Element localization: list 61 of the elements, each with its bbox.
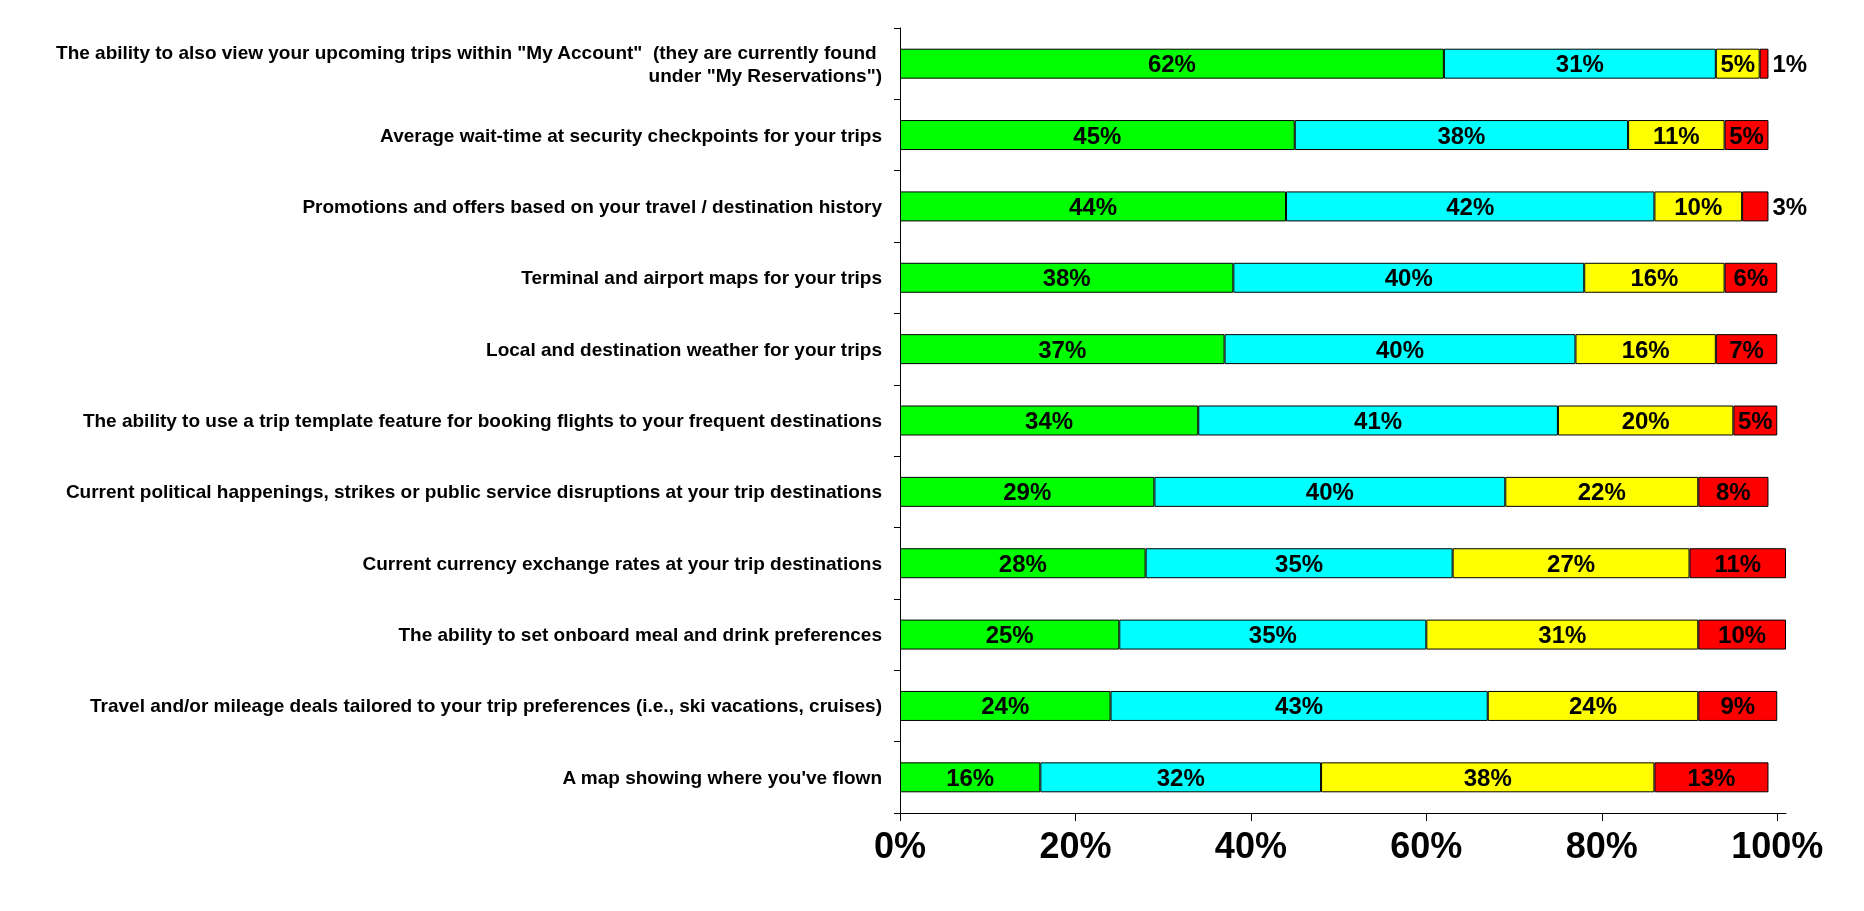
data-label: 24%	[1568, 692, 1618, 720]
y-tick-label: Travel and/or mileage deals tailored to your trip preferences (i.e., ski vacations, cruises)	[90, 695, 882, 717]
data-label: 27%	[1547, 549, 1596, 577]
y-tick-label: Average wait-time at security checkpoints for your trips	[380, 124, 882, 146]
data-label: 6%	[1733, 264, 1769, 292]
data-label: 13%	[1687, 763, 1736, 791]
data-label: 31%	[1555, 50, 1604, 78]
data-label: 43%	[1275, 692, 1324, 720]
data-label: 16%	[1621, 335, 1670, 363]
data-label: 5%	[1729, 121, 1764, 149]
data-label: 1%	[1772, 50, 1808, 78]
data-label: 7%	[1729, 335, 1764, 363]
data-label: 25%	[985, 621, 1034, 649]
data-label: 44%	[1068, 192, 1118, 220]
x-tick-label: 60%	[1390, 824, 1463, 866]
x-tick-label: 100%	[1731, 824, 1824, 866]
data-label: 45%	[1073, 121, 1122, 149]
y-tick-label: Terminal and airport maps for your trips	[521, 267, 882, 289]
y-tick-label: A map showing where you've flown	[562, 766, 882, 788]
data-label: 5%	[1737, 407, 1773, 434]
data-label: 22%	[1577, 478, 1626, 506]
data-label: 37%	[1038, 335, 1087, 363]
data-label: 35%	[1275, 549, 1324, 577]
data-label: 32%	[1156, 763, 1205, 791]
data-label: 35%	[1248, 621, 1297, 649]
data-label: 10%	[1718, 621, 1767, 649]
x-tick-label: 40%	[1214, 824, 1287, 866]
y-tick-label: Promotions and offers based on your travel / destination history	[302, 195, 883, 217]
data-label: 11%	[1652, 121, 1700, 149]
y-tick-label: Local and destination weather for your trips	[486, 338, 882, 360]
data-label: 34%	[1025, 407, 1074, 434]
x-tick-label: 80%	[1565, 824, 1638, 866]
data-label: 40%	[1384, 264, 1433, 292]
data-label: 40%	[1376, 335, 1425, 363]
y-tick-label: Current currency exchange rates at your trip destinations	[362, 552, 882, 574]
data-label: 9%	[1720, 692, 1756, 720]
data-label: 11%	[1714, 549, 1762, 577]
data-label: 16%	[1630, 264, 1679, 292]
data-label: 62%	[1147, 50, 1196, 78]
data-label: 3%	[1772, 192, 1808, 220]
y-tick-label: The ability to set onboard meal and drink preferences	[398, 624, 882, 646]
y-tick-label: The ability to also view your upcoming trips within "My Account" (they are currently found under "My Reservations")	[56, 41, 882, 86]
y-tick-label: The ability to use a trip template feature for booking flights to your frequent destinations	[82, 410, 882, 431]
data-label: 16%	[946, 763, 995, 791]
data-label: 24%	[981, 692, 1030, 720]
data-label: 38%	[1042, 264, 1091, 292]
data-label: 5%	[1720, 50, 1756, 78]
data-label: 31%	[1538, 621, 1587, 649]
x-tick-label: 0%	[873, 824, 927, 866]
data-label: 20%	[1621, 407, 1670, 434]
x-tick-label: 20%	[1039, 824, 1112, 866]
data-label: 38%	[1437, 121, 1486, 149]
data-label: 28%	[998, 549, 1047, 577]
data-label: 29%	[1003, 478, 1052, 506]
data-label: 40%	[1305, 478, 1354, 506]
data-label: 10%	[1674, 192, 1723, 220]
data-label: 8%	[1716, 478, 1751, 506]
y-tick-label: Current political happenings, strikes or public service disruptions at your trip destinations	[65, 481, 882, 503]
data-label: 38%	[1463, 763, 1512, 791]
data-label: 41%	[1354, 407, 1403, 434]
data-label: 42%	[1446, 192, 1495, 220]
